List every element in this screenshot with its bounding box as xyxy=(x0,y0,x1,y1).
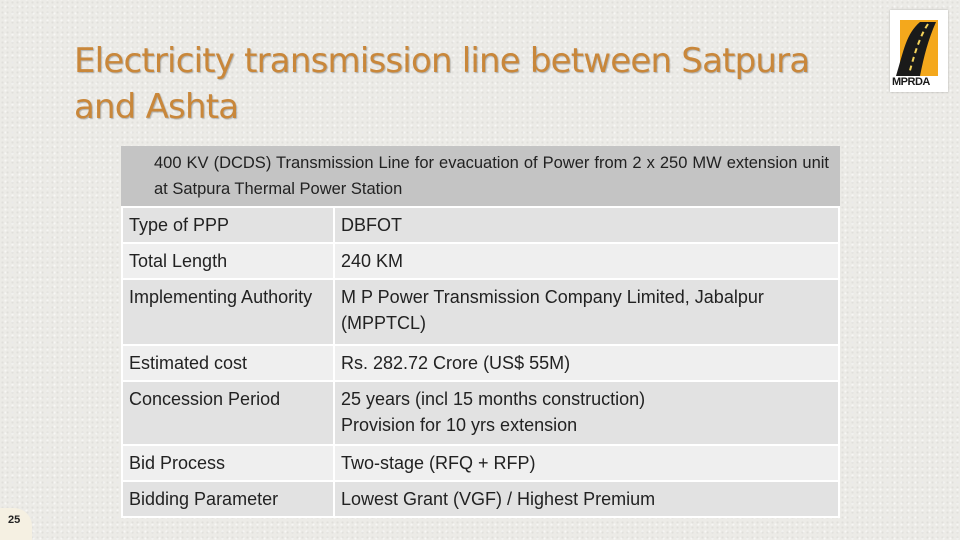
row-key: Type of PPP xyxy=(121,206,335,244)
row-key: Implementing Authority xyxy=(121,278,335,346)
row-value-line: 25 years (incl 15 months construction) xyxy=(341,389,646,409)
row-key: Concession Period xyxy=(121,380,335,446)
page-number: 25 xyxy=(0,508,32,540)
logo-text: MPRDA xyxy=(892,76,930,88)
row-value: Lowest Grant (VGF) / Highest Premium xyxy=(333,480,840,518)
table-row: Concession Period 25 years (incl 15 month… xyxy=(121,380,840,446)
project-summary: 400 KV (DCDS) Transmission Line for evac… xyxy=(121,146,840,206)
project-details-table: Type of PPP DBFOT Total Length 240 KM Implem… xyxy=(121,206,840,518)
row-value: M P Power Transmission Company Limited, … xyxy=(333,278,840,346)
row-value-line: Provision for 10 yrs extension xyxy=(341,415,578,435)
table-row: Estimated cost Rs. 282.72 Crore (US$ 55M) xyxy=(121,344,840,382)
table-row: Bid Process Two-stage (RFQ + RFP) xyxy=(121,444,840,482)
row-key: Total Length xyxy=(121,242,335,280)
row-value: Two-stage (RFQ + RFP) xyxy=(333,444,840,482)
table-row: Type of PPP DBFOT xyxy=(121,206,840,244)
table-body: Type of PPP DBFOT Total Length 240 KM Implem… xyxy=(121,206,840,518)
row-value: 25 years (incl 15 months construction) Pr… xyxy=(333,380,840,446)
mprda-logo: MPRDA xyxy=(890,10,948,92)
row-key: Estimated cost xyxy=(121,344,335,382)
table-row: Bidding Parameter Lowest Grant (VGF) / Hi… xyxy=(121,480,840,518)
table-row: Total Length 240 KM xyxy=(121,242,840,280)
slide-title: Electricity transmission line between Sa… xyxy=(74,41,810,127)
row-value: Rs. 282.72 Crore (US$ 55M) xyxy=(333,344,840,382)
row-key: Bidding Parameter xyxy=(121,480,335,518)
row-value: 240 KM xyxy=(333,242,840,280)
row-key: Bid Process xyxy=(121,444,335,482)
row-value: DBFOT xyxy=(333,206,840,244)
road-icon xyxy=(896,20,938,76)
table-row: Implementing Authority M P Power Transmis… xyxy=(121,278,840,346)
